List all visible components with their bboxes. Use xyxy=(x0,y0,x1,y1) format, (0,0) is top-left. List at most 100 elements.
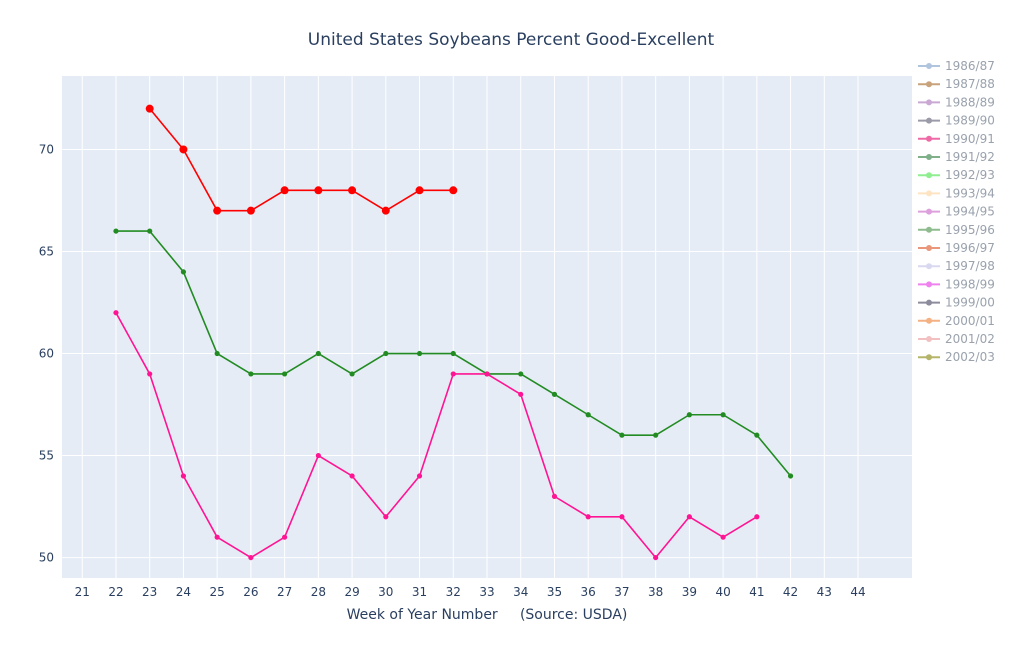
legend-item[interactable]: 1987/88 xyxy=(918,77,995,91)
legend-swatch-marker xyxy=(926,336,932,342)
x-tick-label: 22 xyxy=(108,585,123,599)
data-point xyxy=(348,186,357,195)
data-point xyxy=(686,514,692,520)
data-point xyxy=(416,350,423,357)
series-3 xyxy=(113,310,760,561)
x-tick-label: 37 xyxy=(614,585,629,599)
data-point xyxy=(653,554,659,561)
data-point xyxy=(619,432,625,438)
x-tick-label: 25 xyxy=(210,585,225,599)
legend-item[interactable]: 1998/99 xyxy=(918,277,995,291)
legend-label: 1993/94 xyxy=(945,186,995,200)
data-point xyxy=(720,412,726,418)
legend-swatch-marker xyxy=(926,226,932,233)
legend-label: 1987/88 xyxy=(945,77,995,91)
x-tick-label: 23 xyxy=(142,585,157,599)
data-point xyxy=(381,206,390,215)
x-tick-label: 31 xyxy=(412,585,427,599)
x-tick-label: 27 xyxy=(277,585,292,599)
series-line xyxy=(115,312,758,559)
data-point xyxy=(248,371,254,377)
x-tick-label: 42 xyxy=(783,585,798,599)
data-point xyxy=(282,371,288,377)
chart-title: United States Soybeans Percent Good-Exce… xyxy=(308,30,715,50)
y-tick-label: 70 xyxy=(39,142,54,156)
legend-item[interactable]: 1986/87 xyxy=(918,59,995,73)
data-point xyxy=(551,493,558,499)
data-point xyxy=(686,412,692,418)
data-point xyxy=(787,473,794,479)
legend-swatch-marker xyxy=(926,299,932,306)
x-tick-label: 26 xyxy=(243,585,258,599)
legend-swatch-marker xyxy=(926,190,932,197)
legend-swatch-marker xyxy=(926,135,932,142)
legend-label: 1994/95 xyxy=(945,205,995,219)
x-axis-ticks: 21 22 23 24 25 26 27 28 29 30 31 32 33 34 35 36 37 38 39 40… xyxy=(75,585,866,599)
data-point xyxy=(349,371,355,377)
legend-item[interactable]: 1991/92 xyxy=(918,150,995,164)
data-point xyxy=(416,473,423,479)
x-tick-label: 32 xyxy=(446,585,461,599)
data-point xyxy=(147,228,153,234)
data-point xyxy=(179,145,188,154)
legend-label: 1988/89 xyxy=(945,95,995,109)
legend-swatch-marker xyxy=(926,245,932,251)
legend-label: 2001/02 xyxy=(945,332,995,346)
legend-item[interactable]: 1993/94 xyxy=(918,186,995,200)
legend-item[interactable]: 2001/02 xyxy=(918,332,995,346)
legend-item[interactable]: 1994/95 xyxy=(918,205,995,219)
legend-label: 1986/87 xyxy=(945,59,995,73)
legend-item[interactable]: 1989/90 xyxy=(918,114,995,128)
data-point xyxy=(145,104,154,113)
legend[interactable]: 1986/87 1987/88 1988/89 1989/90 1990/91 1991/… xyxy=(918,59,995,364)
data-point xyxy=(314,186,323,195)
data-point xyxy=(180,473,187,479)
legend-item[interactable]: 1988/89 xyxy=(918,95,995,109)
x-tick-label: 29 xyxy=(344,585,359,599)
x-tick-label: 43 xyxy=(817,585,832,599)
legend-label: 2000/01 xyxy=(945,314,995,328)
y-tick-label: 55 xyxy=(39,449,54,463)
data-point xyxy=(653,432,659,438)
x-tick-label: 30 xyxy=(378,585,393,599)
data-point xyxy=(383,350,389,357)
data-point xyxy=(147,371,153,377)
legend-swatch-marker xyxy=(926,154,932,160)
legend-label: 1990/91 xyxy=(945,132,995,146)
series-1 xyxy=(145,104,458,215)
legend-item[interactable]: 1996/97 xyxy=(918,241,995,255)
legend-item[interactable]: 1997/98 xyxy=(918,259,995,273)
data-point xyxy=(518,371,524,377)
data-point xyxy=(246,206,255,215)
legend-item[interactable]: 2000/01 xyxy=(918,314,995,328)
x-tick-label: 28 xyxy=(311,585,326,599)
legend-item[interactable]: 1992/93 xyxy=(918,168,995,182)
data-point xyxy=(349,473,355,479)
x-tick-label: 39 xyxy=(682,585,697,599)
legend-item[interactable]: 2002/03 xyxy=(918,350,995,364)
legend-item[interactable]: 1995/96 xyxy=(918,223,995,237)
legend-label: 1992/93 xyxy=(945,168,995,182)
x-tick-label: 40 xyxy=(715,585,730,599)
legend-swatch-marker xyxy=(926,81,932,88)
data-point xyxy=(585,412,591,418)
legend-label: 1991/92 xyxy=(945,150,995,164)
data-point xyxy=(450,371,456,377)
legend-swatch-marker xyxy=(926,63,932,69)
data-point xyxy=(754,514,760,520)
y-tick-label: 60 xyxy=(39,347,54,361)
x-axis-label: Week of Year Number (Source: USDA) xyxy=(347,607,628,623)
legend-item[interactable]: 1999/00 xyxy=(918,296,995,310)
data-point xyxy=(450,350,456,357)
legend-swatch-marker xyxy=(926,99,932,106)
data-point xyxy=(282,534,288,540)
data-point xyxy=(214,350,220,357)
data-point xyxy=(248,554,254,561)
y-tick-label: 65 xyxy=(39,244,54,258)
data-point xyxy=(180,269,187,275)
legend-item[interactable]: 1990/91 xyxy=(918,132,995,146)
data-point xyxy=(720,534,726,540)
x-tick-label: 36 xyxy=(581,585,596,599)
legend-swatch-marker xyxy=(926,263,932,270)
